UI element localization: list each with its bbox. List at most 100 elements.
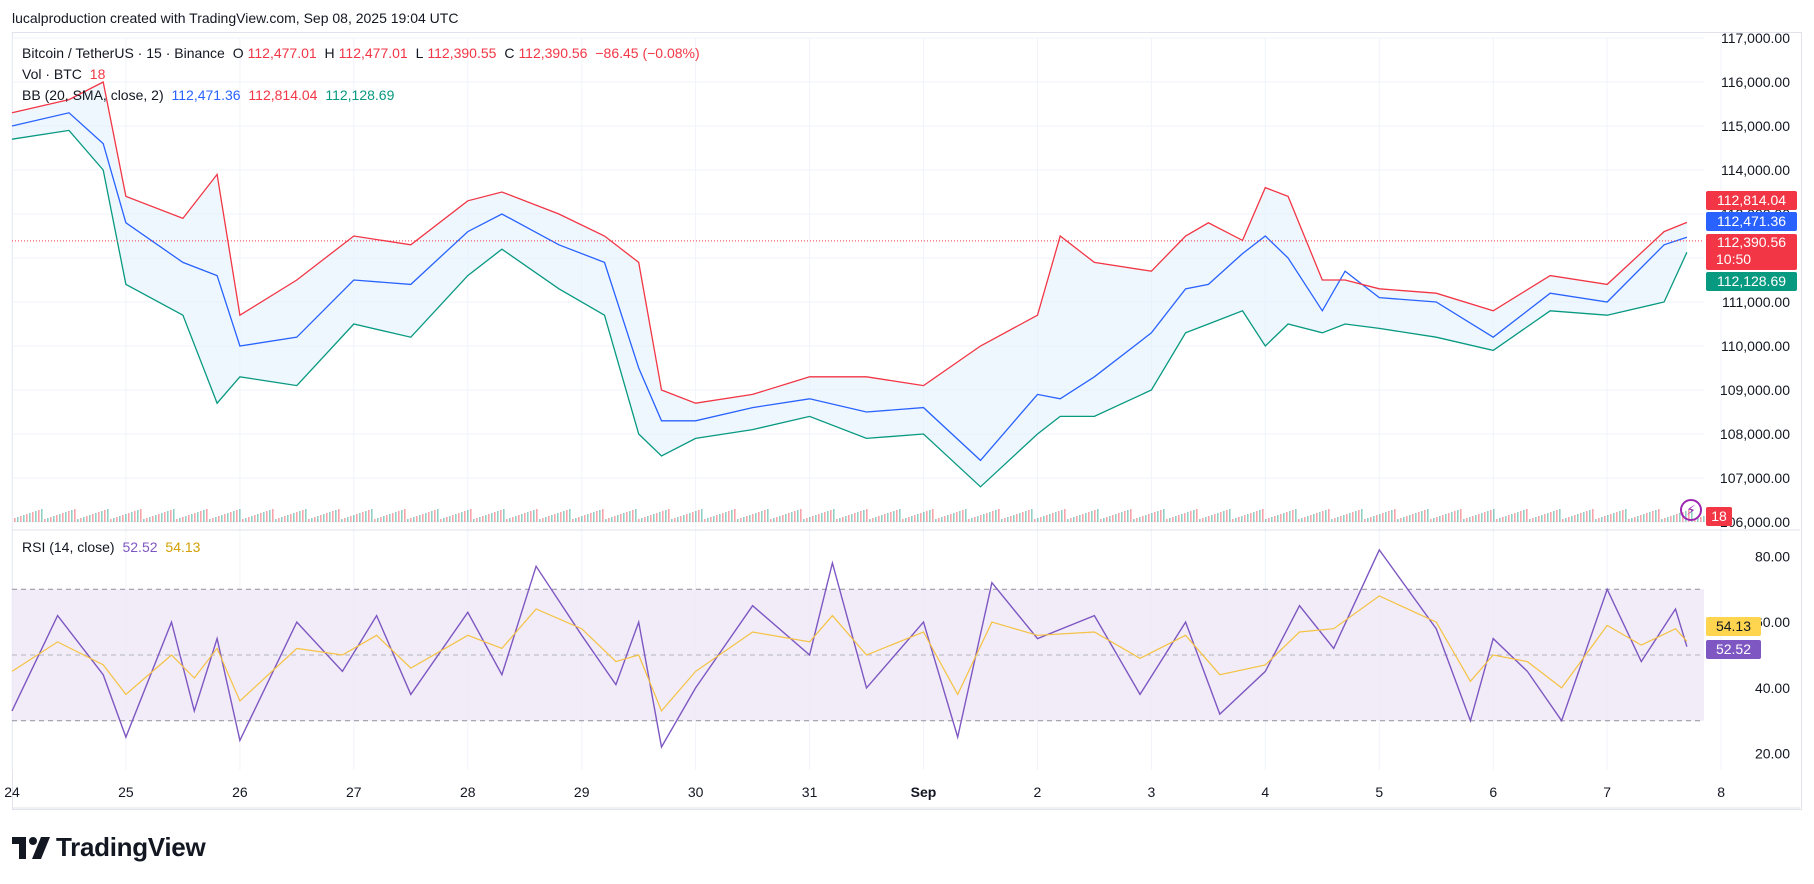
volume-bar: [515, 516, 517, 522]
volume-bar: [1328, 509, 1330, 522]
volume-bar: [533, 510, 535, 522]
volume-bar: [1676, 514, 1678, 522]
volume-bar: [617, 515, 619, 522]
volume-bar: [1556, 510, 1558, 522]
price-tick-label: 110,000.00: [1721, 338, 1790, 354]
volume-bar: [959, 511, 961, 522]
chart-canvas[interactable]: 117,000.00 116,000.00 115,000.00 114,000.00…: [0, 0, 1814, 820]
volume-bar: [1145, 515, 1147, 522]
volume-bar: [389, 514, 391, 522]
close-label: C: [504, 45, 515, 61]
volume-bar: [1511, 514, 1513, 522]
time-tick-label: 29: [574, 784, 590, 800]
volume-bar: [500, 510, 502, 522]
volume-bar: [497, 511, 499, 522]
volume-bar: [929, 510, 931, 522]
volume-bar: [419, 515, 421, 522]
volume-bar: [176, 519, 178, 522]
volume-bar: [335, 510, 337, 522]
volume-bar: [989, 512, 991, 522]
volume-bar: [578, 517, 580, 522]
volume-bar: [1322, 511, 1324, 522]
time-tick-label: 5: [1375, 784, 1383, 800]
volume-bar: [203, 510, 205, 522]
volume-bar: [776, 517, 778, 522]
time-axis: 24 25 26 27 28 29 30 31 Sep 2 3 4 5 6 7 8: [4, 784, 1725, 800]
bollinger-band-area: [12, 82, 1687, 487]
volume-bar: [1142, 516, 1144, 522]
volume-legend[interactable]: Vol · BTC 18: [22, 66, 109, 82]
volume-bar: [644, 517, 646, 522]
volume-bar: [119, 516, 121, 522]
volume-bar: [65, 512, 67, 522]
volume-bar: [1121, 512, 1123, 522]
volume-bar: [1040, 517, 1042, 522]
volume-bar: [14, 518, 16, 522]
volume-bar: [218, 516, 220, 522]
volume-bar: [920, 513, 922, 522]
volume-bar: [1439, 516, 1441, 522]
volume-bar: [1610, 514, 1612, 522]
volume-bar: [608, 518, 610, 522]
volume-bar: [755, 513, 757, 522]
volume-bar: [1340, 516, 1342, 522]
bb-legend[interactable]: BB (20, SMA, close, 2) 112,471.36 112,81…: [22, 87, 398, 103]
volume-bar: [1625, 509, 1627, 522]
volume-bar: [725, 512, 727, 522]
volume-bar: [71, 510, 73, 522]
volume-bar: [704, 519, 706, 522]
rsi-line: [11, 548, 1688, 750]
volume-bar: [89, 515, 91, 522]
volume-bar: [881, 515, 883, 522]
volume-bar: [1112, 515, 1114, 522]
volume-bar: [1022, 512, 1024, 522]
volume-bar: [35, 511, 37, 522]
volume-bar: [1427, 509, 1429, 522]
volume-bar: [110, 519, 112, 522]
volume-bar: [536, 509, 538, 522]
tradingview-logo-text: TradingView: [56, 832, 206, 862]
volume-bar: [947, 515, 949, 522]
volume-bar: [629, 511, 631, 522]
volume-bar: [560, 512, 562, 522]
volume-bar: [1514, 513, 1516, 522]
volume-bar: [53, 516, 55, 522]
volume-bar: [188, 515, 190, 522]
volume-bar: [545, 517, 547, 522]
volume-bar: [653, 514, 655, 522]
volume-bar: [731, 510, 733, 522]
volume-bar: [422, 514, 424, 522]
price-tick-label: 117,000.00: [1721, 30, 1790, 46]
volume-bar: [1679, 513, 1681, 522]
volume-bar: [1319, 512, 1321, 522]
volume-bar: [77, 519, 79, 522]
rsi-legend[interactable]: RSI (14, close) 52.52 54.13: [22, 539, 204, 555]
volume-bar: [797, 510, 799, 522]
volume-bar: [1076, 516, 1078, 522]
price-tick-label: 109,000.00: [1720, 382, 1790, 398]
volume-bar: [974, 517, 976, 522]
volume-bar: [1472, 516, 1474, 522]
volume-bar: [1244, 515, 1246, 522]
lightning-icon[interactable]: ⚡: [1680, 499, 1702, 521]
volume-bar: [746, 516, 748, 522]
volume-bar: [1634, 517, 1636, 522]
volume-bar: [1349, 513, 1351, 522]
volume-bar: [233, 511, 235, 522]
symbol-name[interactable]: Bitcoin / TetherUS · 15 · Binance: [22, 45, 225, 61]
volume-bar: [647, 516, 649, 522]
volume-bar: [134, 511, 136, 522]
volume-bar: [971, 518, 973, 522]
volume-bar: [527, 512, 529, 522]
volume-bar: [200, 511, 202, 522]
tradingview-logo[interactable]: TradingView: [12, 832, 206, 863]
volume-bar: [173, 509, 175, 522]
volume-bar: [557, 513, 559, 522]
volume-bar: [1337, 517, 1339, 522]
volume-bar: [1160, 510, 1162, 522]
volume-bar: [992, 511, 994, 522]
volume-bar: [734, 509, 736, 522]
volume-bar: [893, 511, 895, 522]
volume-bar: [1223, 511, 1225, 522]
volume-bar: [1091, 511, 1093, 522]
